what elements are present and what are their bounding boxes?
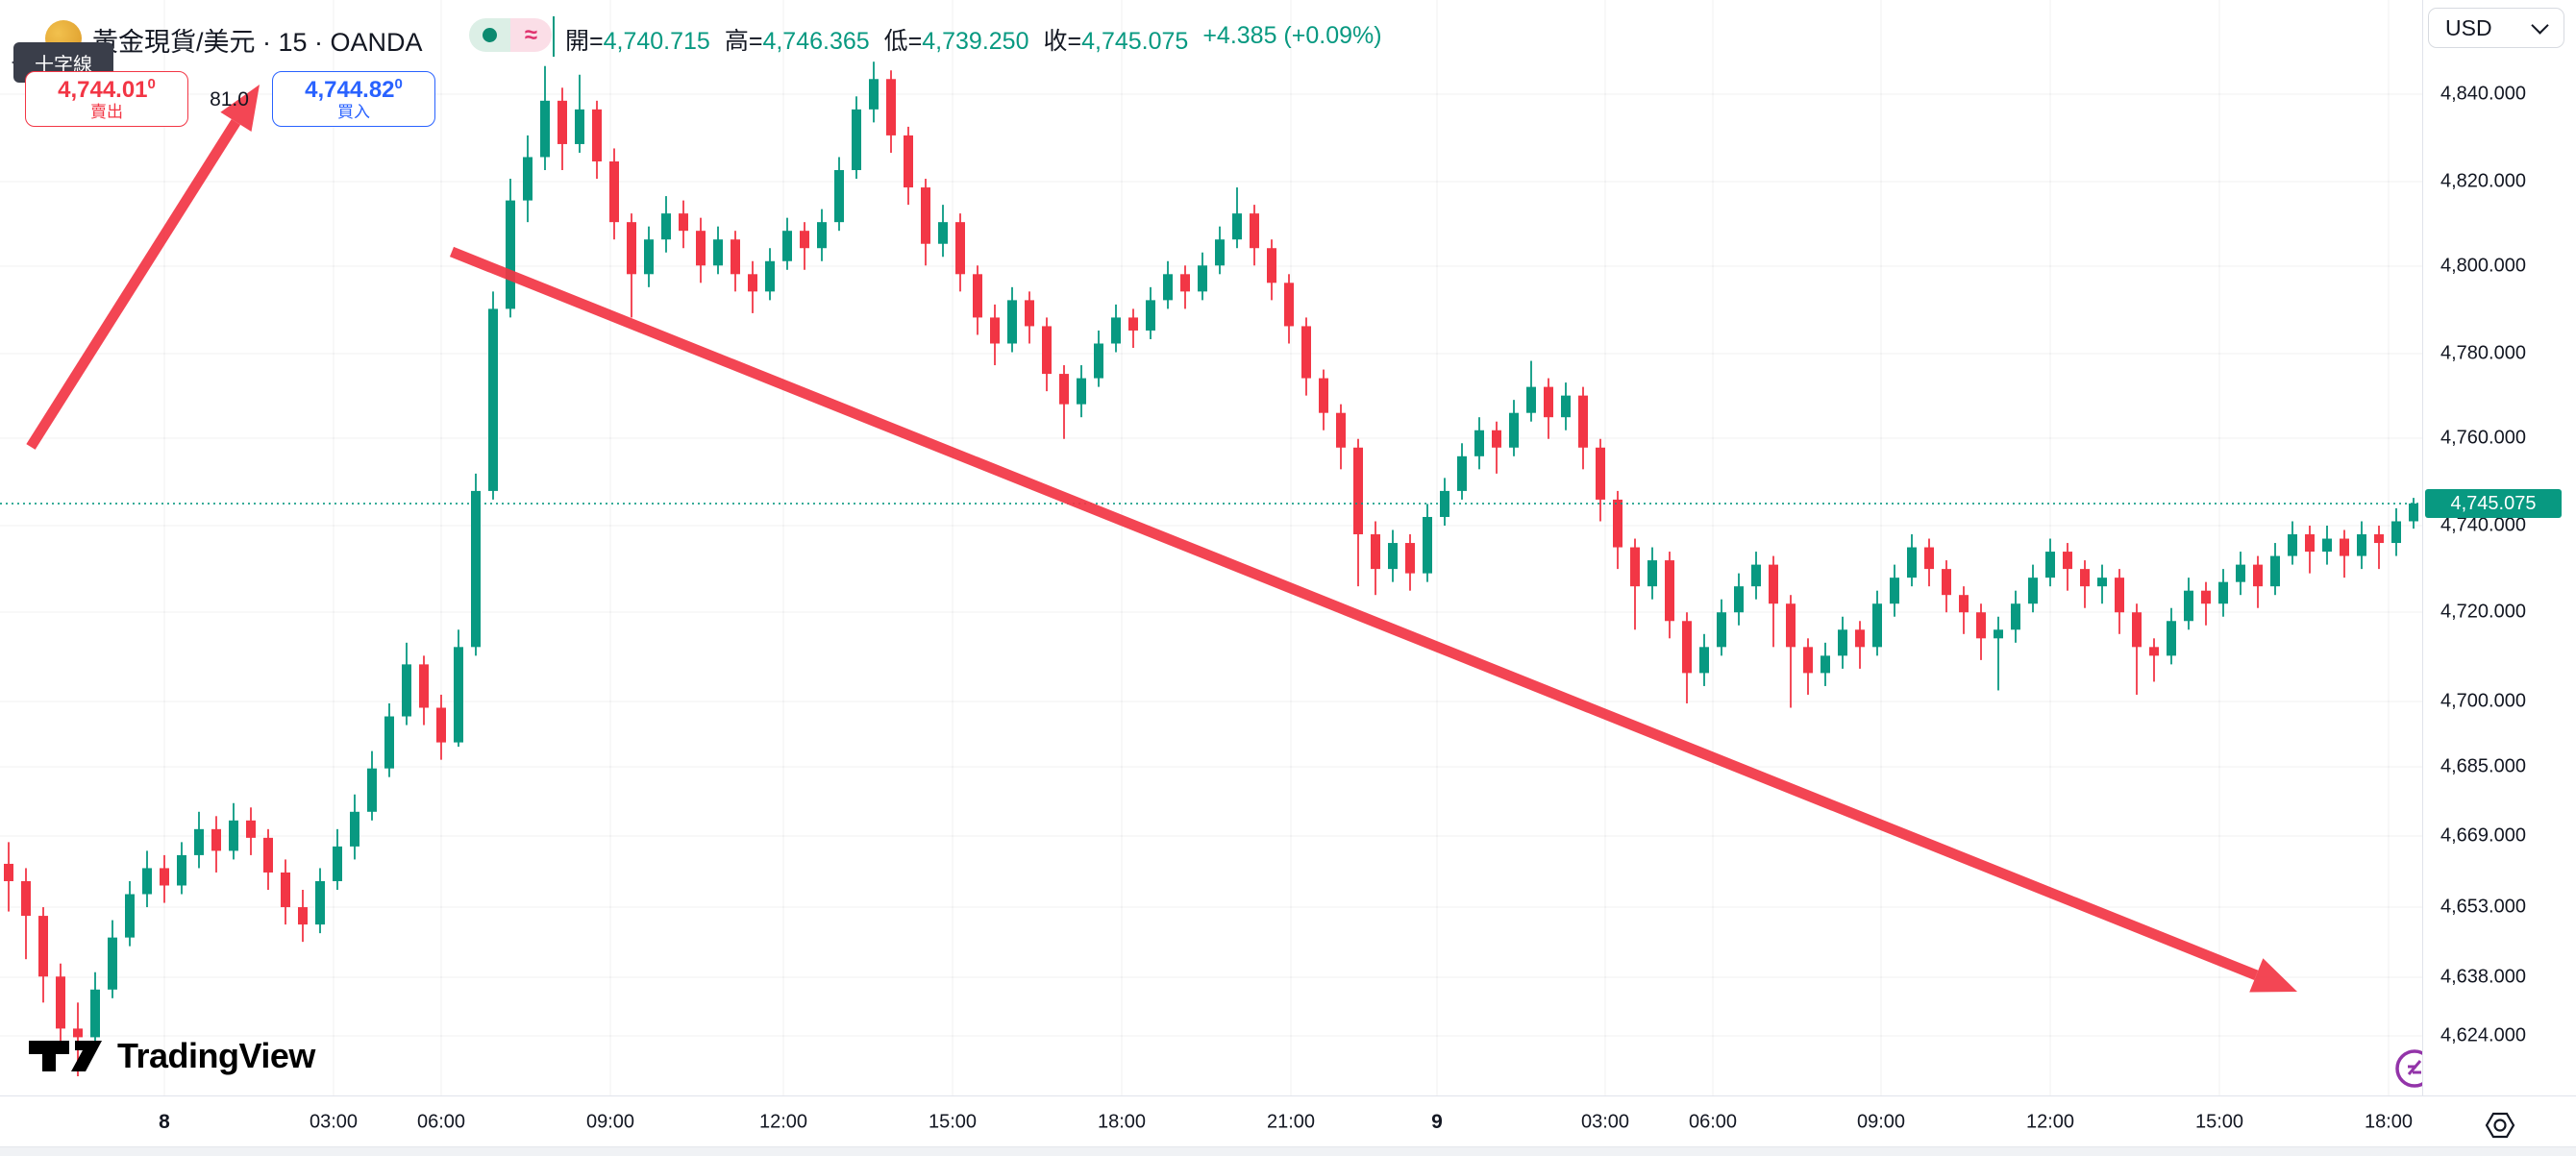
time-axis-label: 06:00 [1688,1111,1738,1132]
last-price-badge: 4,745.075 [2425,489,2562,519]
price-axis-label: 4,800.000 [2440,255,2526,277]
sell-label: 賣出 [90,103,123,122]
ohlc-low: 低=4,739.250 [883,28,1029,55]
market-open-icon [469,18,510,52]
tradingview-watermark: TradingView [27,1036,315,1076]
tradingview-logo-icon [29,1041,102,1071]
time-axis-label: 9 [1431,1110,1443,1133]
buy-label: 買入 [337,103,370,122]
ohlc-open: 開=4,740.715 [565,28,710,55]
price-axis-label: 4,780.000 [2440,342,2526,364]
time-axis-label: 03:00 [1580,1111,1630,1132]
time-axis-label: 8 [159,1110,170,1133]
buy-button[interactable]: 4,744.820 買入 [272,71,435,127]
approx-data-icon: ≈ [510,18,552,52]
ohlc-legend: 開=4,740.715 高=4,746.365 低=4,739.250 收=4,… [565,22,1382,57]
price-axis-label: 4,720.000 [2440,601,2526,623]
time-axis-label: 18:00 [2364,1111,2414,1132]
time-axis-label: 15:00 [2194,1111,2244,1132]
time-axis-label: 18:00 [1097,1111,1147,1132]
time-axis[interactable]: 8 03:00 06:00 09:00 12:00 15:00 18:00 21:00 9 03:… [0,1095,2576,1147]
buy-price: 4,744.820 [305,75,403,103]
time-axis-label: 09:00 [585,1111,635,1132]
price-axis[interactable]: 4,840.000 4,820.000 4,800.000 4,780.000 4,76… [2422,0,2576,1095]
change-indicator-line [553,16,555,57]
currency-dropdown[interactable]: USD [2428,8,2564,48]
sell-price: 4,744.010 [58,75,156,103]
ohlc-close: 收=4,745.075 [1043,28,1189,55]
price-axis-label: 4,685.000 [2440,755,2526,777]
time-axis-label: 12:00 [2025,1111,2075,1132]
time-axis-label: 03:00 [309,1111,359,1132]
price-axis-label: 4,820.000 [2440,170,2526,192]
time-axis-label: 09:00 [1856,1111,1906,1132]
price-axis-label: 4,840.000 [2440,83,2526,105]
candlestick-chart[interactable] [0,0,2422,1095]
price-axis-label: 4,624.000 [2440,1024,2526,1046]
ohlc-change: +4.385 (+0.09%) [1202,22,1382,49]
crosshair-tooltip-label: 十字線 [35,54,92,76]
ohlc-high: 高=4,746.365 [724,28,870,55]
market-status-pills[interactable]: ≈ [469,18,552,52]
time-axis-label: 12:00 [758,1111,808,1132]
time-axis-label: 21:00 [1266,1111,1316,1132]
chevron-down-icon [2531,16,2549,35]
time-axis-label: 06:00 [416,1111,466,1132]
price-axis-label: 4,638.000 [2440,966,2526,988]
sell-button[interactable]: 4,744.010 賣出 [25,71,188,127]
axis-settings-icon[interactable] [2482,1107,2518,1148]
bottom-edge-strip [0,1146,2576,1156]
price-axis-label: 4,700.000 [2440,690,2526,712]
price-axis-label: 4,760.000 [2440,427,2526,449]
price-axis-label: 4,653.000 [2440,896,2526,918]
currency-label: USD [2445,14,2492,40]
spread-value: 81.0 [210,88,249,111]
time-axis-label: 15:00 [928,1111,978,1132]
price-axis-label: 4,669.000 [2440,824,2526,847]
price-axis-label: 4,740.000 [2440,514,2526,536]
symbol-title[interactable]: 黃金現貨/美元 · 15 · OANDA [92,28,423,57]
tradingview-logo-text: TradingView [117,1036,315,1075]
